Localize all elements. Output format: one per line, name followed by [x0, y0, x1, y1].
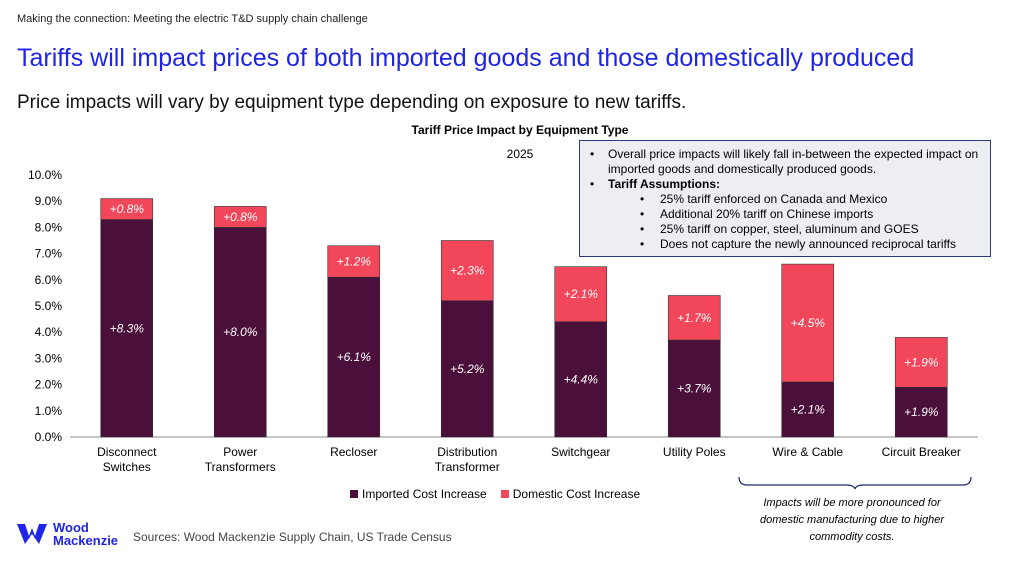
- bar-domestic: [213, 206, 267, 228]
- y-tick-label: 2.0%: [35, 378, 63, 392]
- bar-imported: [327, 276, 381, 438]
- x-tick-label: Utility Poles: [663, 445, 726, 459]
- data-label-imported: +3.7%: [677, 382, 712, 396]
- data-label-imported: +5.2%: [450, 362, 485, 376]
- bullet-icon: •: [640, 237, 645, 251]
- assumption-text: Additional 20% tariff on Chinese imports: [660, 207, 874, 221]
- infobox-heading-row: • Tariff Assumptions:: [590, 177, 982, 192]
- data-label-imported: +4.4%: [564, 372, 599, 386]
- data-label-imported: +8.3%: [110, 321, 145, 335]
- bar-domestic: [894, 337, 948, 388]
- legend-item-domestic: Domestic Cost Increase: [500, 487, 641, 501]
- bar-domestic: [554, 266, 608, 323]
- chart-title: Tariff Price Impact by Equipment Type: [411, 123, 629, 137]
- y-tick-label: 1.0%: [35, 404, 63, 418]
- bar-imported: [781, 381, 835, 438]
- wood-mackenzie-logo-icon: [17, 524, 47, 544]
- source-note: Sources: Wood Mackenzie Supply Chain, US…: [133, 530, 452, 544]
- slide-headline: Tariffs will impact prices of both impor…: [17, 44, 915, 72]
- bar-imported: [100, 219, 154, 438]
- data-label-domestic: +0.8%: [223, 210, 258, 224]
- data-label-imported: +2.1%: [791, 402, 826, 416]
- y-tick-label: 0.0%: [35, 430, 63, 444]
- x-tick-label: Switches: [103, 460, 151, 474]
- commodity-note: Impacts will be more pronounced for dome…: [759, 497, 945, 543]
- assumption-text: 25% tariff enforced on Canada and Mexico: [660, 192, 888, 206]
- data-label-domestic: +2.1%: [564, 287, 599, 301]
- bar-imported: [554, 321, 608, 438]
- logo: Wood Mackenzie: [17, 521, 118, 547]
- deck-title: Making the connection: Meeting the elect…: [17, 13, 368, 25]
- bar-domestic: [781, 263, 835, 383]
- assumption-text: Does not capture the newly announced rec…: [660, 237, 956, 251]
- bullet-icon: •: [640, 222, 645, 236]
- x-tick-label: Circuit Breaker: [882, 445, 961, 459]
- chart-subtitle: 2025: [506, 147, 534, 161]
- x-tick-label: Transformer: [435, 460, 500, 474]
- assumption-item: • 25% tariff on copper, steel, aluminum …: [590, 222, 982, 237]
- assumption-item: • 25% tariff enforced on Canada and Mexi…: [590, 192, 982, 207]
- legend-swatch-domestic: [500, 490, 509, 498]
- y-tick-label: 9.0%: [35, 194, 63, 208]
- stacked-bar-chart: 0.0% 1.0% 2.0% 3.0% 4.0% 5.0% 6.0% 7.0% 8.0% 9.0%…: [28, 168, 978, 474]
- chart-legend: Imported Cost Increase Domestic Cost Inc…: [350, 487, 640, 501]
- infobox-heading: Tariff Assumptions:: [608, 177, 721, 191]
- bar-imported: [894, 386, 948, 438]
- slide-subheading: Price impacts will vary by equipment typ…: [17, 92, 687, 113]
- logo-line-2: Mackenzie: [53, 533, 119, 548]
- x-tick-label: Recloser: [330, 445, 377, 459]
- data-label-imported: +1.9%: [904, 405, 939, 419]
- infobox-summary-text: Overall price impacts will likely fall i…: [608, 147, 979, 176]
- bullet-icon: •: [640, 207, 645, 221]
- bullet-icon: •: [590, 147, 595, 161]
- bar-domestic: [100, 198, 154, 220]
- data-label-domestic: +1.2%: [337, 254, 372, 268]
- x-tick-label: Switchgear: [551, 445, 610, 459]
- data-label-domestic: +0.8%: [110, 202, 145, 216]
- assumption-item: • Does not capture the newly announced r…: [590, 237, 982, 252]
- assumption-item: • Additional 20% tariff on Chinese impor…: [590, 207, 982, 222]
- x-tick-label: Power: [223, 445, 257, 459]
- data-label-domestic: +4.5%: [791, 316, 826, 330]
- y-tick-label: 4.0%: [35, 325, 63, 339]
- bracket-icon: [738, 476, 972, 490]
- data-label-imported: +8.0%: [223, 325, 258, 339]
- legend-label-imported: Imported Cost Increase: [362, 487, 487, 501]
- infobox-summary: • Overall price impacts will likely fall…: [590, 147, 982, 177]
- y-tick-label: 3.0%: [35, 351, 63, 365]
- y-tick-label: 8.0%: [35, 220, 63, 234]
- bar-domestic: [327, 245, 381, 278]
- bullet-icon: •: [590, 177, 595, 191]
- x-tick-label: Transformers: [205, 460, 276, 474]
- logo-line-1: Wood: [53, 520, 89, 535]
- assumptions-box: • Overall price impacts will likely fall…: [579, 140, 991, 257]
- data-label-domestic: +2.3%: [450, 264, 485, 278]
- y-tick-label: 7.0%: [35, 247, 63, 261]
- y-tick-label: 10.0%: [28, 168, 62, 182]
- x-tick-label: Wire & Cable: [772, 445, 843, 459]
- y-tick-label: 6.0%: [35, 273, 63, 287]
- data-label-domestic: +1.7%: [677, 311, 712, 325]
- legend-label-domestic: Domestic Cost Increase: [512, 487, 641, 501]
- y-tick-label: 5.0%: [35, 299, 63, 313]
- data-label-domestic: +1.9%: [904, 355, 939, 369]
- legend-swatch-imported: [350, 490, 358, 498]
- assumption-text: 25% tariff on copper, steel, aluminum an…: [660, 222, 919, 236]
- legend-item-imported: Imported Cost Increase: [350, 487, 487, 501]
- data-label-imported: +6.1%: [337, 350, 372, 364]
- x-tick-label: Distribution: [437, 445, 497, 459]
- bar-domestic: [667, 295, 721, 341]
- bar-domestic: [440, 240, 494, 302]
- x-tick-label: Disconnect: [97, 445, 157, 459]
- bar-imported: [667, 339, 721, 438]
- bullet-icon: •: [640, 192, 645, 206]
